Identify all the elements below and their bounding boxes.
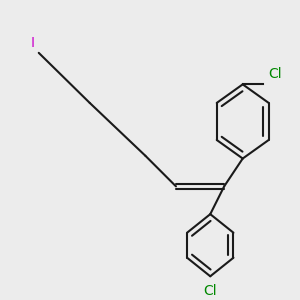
- Text: Cl: Cl: [203, 284, 217, 298]
- Text: Cl: Cl: [269, 67, 282, 81]
- Text: I: I: [31, 36, 34, 50]
